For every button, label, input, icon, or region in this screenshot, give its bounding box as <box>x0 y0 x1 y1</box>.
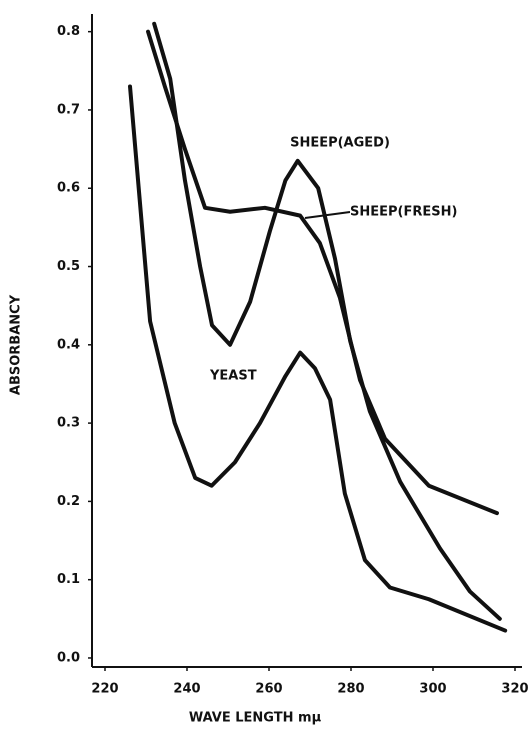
y-tick-label: 0.3 <box>57 416 80 431</box>
x-tick-label: 260 <box>255 682 282 697</box>
y-tick-label: 0.8 <box>57 24 80 39</box>
y-tick-label: 0.7 <box>57 102 80 117</box>
y-tick-label: 0.2 <box>57 494 80 509</box>
series-line <box>152 21 502 621</box>
leader-line <box>304 211 351 219</box>
x-tick-label: 280 <box>337 682 364 697</box>
y-axis-title: ABSORBANCY <box>9 294 24 395</box>
x-tick-label: 220 <box>91 682 118 697</box>
y-tick-label: 0.4 <box>57 337 80 352</box>
y-tick-label: 0.5 <box>57 259 80 274</box>
y-tick-label: 0.0 <box>57 650 80 665</box>
x-tick-label: 240 <box>173 682 200 697</box>
x-tick-label: 300 <box>419 682 446 697</box>
x-tick-label: 320 <box>501 682 528 697</box>
series-label: YEAST <box>209 369 257 384</box>
series-line <box>146 29 499 516</box>
y-tick-label: 0.6 <box>57 181 80 196</box>
y-tick-label: 0.1 <box>57 572 80 587</box>
series-label: SHEEP(FRESH) <box>350 205 457 220</box>
series-label: SHEEP(AGED) <box>290 136 390 151</box>
series-line <box>128 84 508 633</box>
x-axis-title: WAVE LENGTH mμ <box>189 711 322 726</box>
